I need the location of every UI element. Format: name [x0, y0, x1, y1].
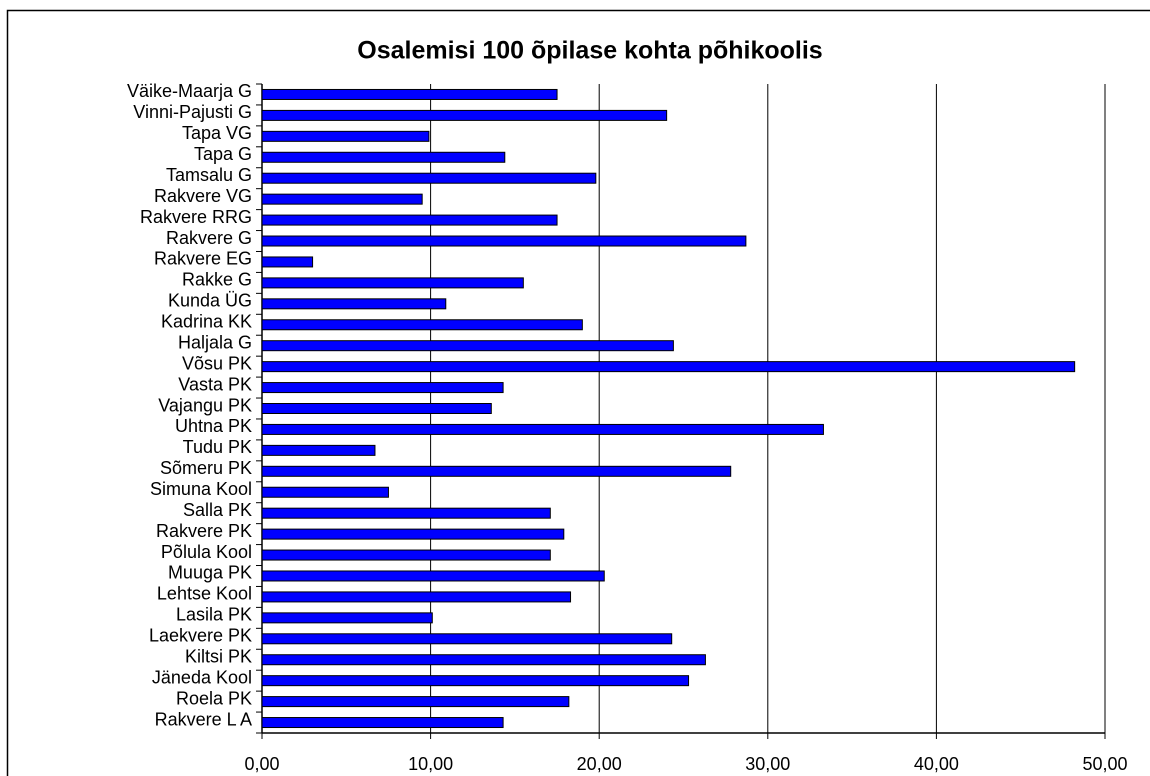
y-tick-label: Uhtna PK — [175, 416, 252, 436]
bar — [261, 298, 447, 310]
y-tick-label: Vajangu PK — [158, 395, 252, 415]
bar — [261, 591, 572, 603]
y-tick-label: Rakvere L A — [155, 709, 252, 729]
y-tick-label: Rakvere VG — [154, 186, 252, 206]
y-tick-label: Salla PK — [183, 500, 252, 520]
bar — [261, 717, 504, 729]
bar — [261, 235, 747, 247]
x-tick-label: 50,00 — [1082, 754, 1127, 774]
bar — [261, 340, 674, 352]
chart-frame — [6, 9, 1150, 776]
bar — [261, 549, 551, 561]
y-tick-label: Haljala G — [178, 332, 252, 352]
y-tick-label: Rakvere EG — [154, 249, 252, 269]
y-tick-label: Muuga PK — [168, 563, 252, 583]
x-tick-label: 40,00 — [914, 754, 959, 774]
bar — [261, 612, 433, 624]
y-tick-label: Vasta PK — [178, 374, 252, 394]
bar — [261, 256, 314, 268]
bar — [261, 319, 583, 331]
y-tick-label: Tapa G — [194, 144, 252, 164]
bar — [261, 361, 1076, 373]
y-tick-label: Väike-Maarja G — [127, 81, 252, 101]
bar — [261, 109, 668, 121]
bar — [261, 528, 565, 540]
y-tick-label: Tudu PK — [183, 437, 252, 457]
y-tick-label: Simuna Kool — [150, 479, 252, 499]
bar — [261, 675, 690, 687]
y-tick-label: Jäneda Kool — [152, 667, 252, 687]
bar — [261, 423, 824, 435]
chart-title: Osalemisi 100 õpilase kohta põhikoolis — [357, 37, 822, 65]
bar — [261, 214, 558, 226]
bar — [261, 696, 570, 708]
y-tick-label: Rakvere PK — [156, 521, 252, 541]
bar — [261, 172, 597, 184]
y-tick-label: Võsu PK — [182, 353, 252, 373]
y-tick-label: Tamsalu G — [166, 165, 252, 185]
y-tick-label: Rakke G — [182, 270, 252, 290]
y-tick-label: Lehtse Kool — [157, 584, 252, 604]
y-tick-label: Põlula Kool — [161, 542, 252, 562]
y-tick-label: Rakvere RRG — [140, 207, 252, 227]
bar — [261, 277, 524, 289]
y-tick-label: Lasila PK — [176, 605, 252, 625]
x-tick-label: 0,00 — [244, 754, 279, 774]
y-tick-label: Kunda ÜG — [168, 291, 252, 311]
y-tick-label: Laekvere PK — [149, 626, 252, 646]
bar — [261, 654, 706, 666]
y-tick-label: Sõmeru PK — [160, 458, 252, 478]
y-tick-label: Kiltsi PK — [185, 646, 252, 666]
bar — [261, 444, 376, 456]
y-tick-label: Vinni-Pajusti G — [133, 102, 252, 122]
bar — [261, 403, 492, 414]
bar — [261, 465, 732, 477]
bar — [261, 382, 504, 394]
y-tick-label: Kadrina KK — [161, 312, 252, 332]
y-tick-label: Tapa VG — [182, 123, 252, 143]
bar — [261, 130, 430, 142]
bar — [261, 193, 423, 205]
bar — [261, 486, 389, 498]
bar — [261, 151, 506, 163]
x-tick-label: 20,00 — [577, 754, 622, 774]
x-tick-label: 30,00 — [745, 754, 790, 774]
y-tick-label: Roela PK — [176, 688, 252, 708]
bar — [261, 633, 673, 645]
x-tick-label: 10,00 — [408, 754, 453, 774]
bar — [261, 570, 605, 582]
bar — [261, 507, 551, 519]
y-tick-label: Rakvere G — [166, 228, 252, 248]
bar — [261, 88, 558, 100]
